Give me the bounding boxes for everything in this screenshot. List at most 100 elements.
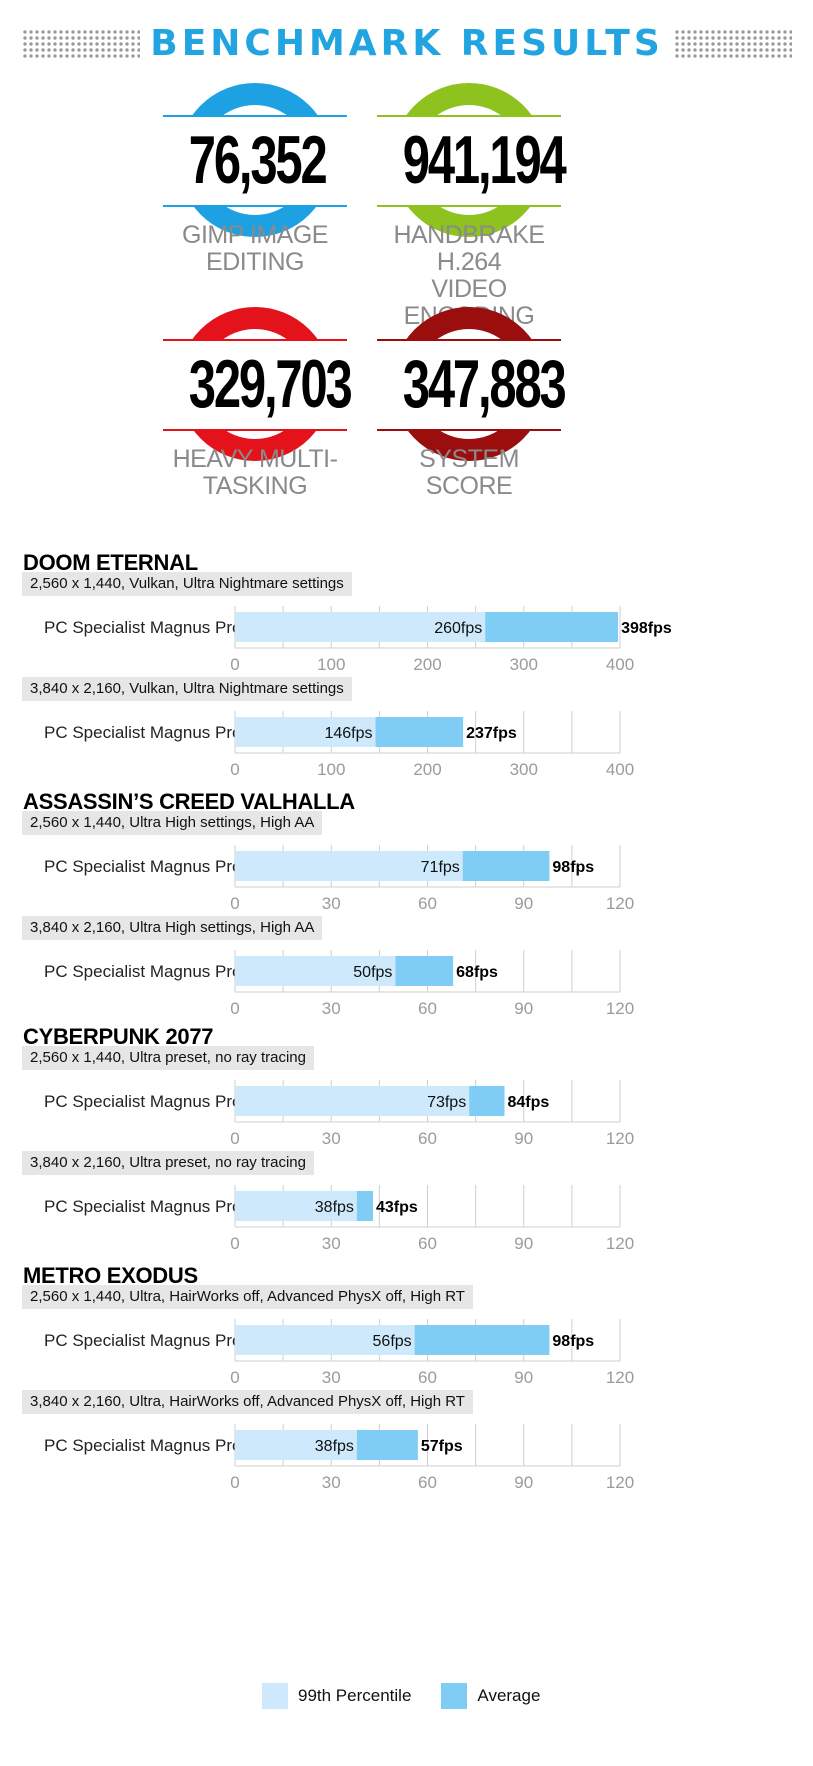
bar-chart: 56fps 98fps 0 30 60 90 120: [230, 1319, 634, 1387]
axis-tick-label: 200: [413, 760, 441, 779]
data-label-percentile: 38fps: [315, 1438, 354, 1455]
score-ring-band: [377, 116, 561, 206]
axis-tick-label: 300: [510, 655, 538, 674]
axis-tick-label: 0: [230, 1473, 239, 1492]
test-condition: 2,560 x 1,440, Ultra preset, no ray trac…: [22, 1046, 314, 1070]
bar-chart: 38fps 43fps 0 30 60 90 120: [230, 1185, 634, 1253]
axis-tick-label: 60: [418, 1473, 437, 1492]
score-label: HEAVY MULTI- TASKING: [163, 446, 347, 500]
test-condition: 3,840 x 2,160, Vulkan, Ultra Nightmare s…: [22, 677, 352, 701]
bar-percentile: [235, 851, 463, 881]
score-ring-graphic: [163, 307, 347, 461]
score-ring-graphic: [377, 83, 561, 237]
legend-swatch-average: [441, 1683, 468, 1709]
axis-tick-label: 400: [606, 760, 634, 779]
data-label-percentile: 38fps: [315, 1199, 354, 1216]
bar-percentile: [235, 956, 396, 986]
score-value: 76,352: [188, 122, 328, 198]
game-title: ASSASSIN’S CREED VALHALLA: [23, 789, 355, 814]
bar-percentile: [235, 1086, 470, 1116]
data-label-percentile: 73fps: [427, 1094, 466, 1111]
score-value: 329,703: [188, 346, 353, 422]
bar-percentile: [235, 612, 486, 642]
score-ring: [163, 304, 373, 464]
score-ring-band: [163, 116, 347, 206]
axis-tick-label: 300: [510, 760, 538, 779]
score-card: 329,703 HEAVY MULTI- TASKING: [163, 304, 373, 534]
header-dots-left: [22, 29, 141, 59]
score-label-line: SCORE: [425, 472, 513, 500]
axis-tick-label: 400: [606, 655, 634, 674]
axis-tick-label: 90: [514, 894, 533, 913]
score-ring-graphic: [377, 307, 561, 461]
bar-chart: 260fps 398fps 0 100 200 300 400: [230, 606, 672, 674]
axis-tick-label: 0: [230, 894, 239, 913]
bar-chart: 71fps 98fps 0 30 60 90 120: [230, 845, 634, 913]
axis-tick-label: 0: [230, 999, 239, 1018]
data-label-average: 84fps: [508, 1094, 550, 1111]
data-label-average: 398fps: [621, 620, 672, 637]
score-ring-band: [163, 340, 347, 430]
page-header: BENCHMARK RESULTS: [22, 22, 793, 66]
score-card: 941,194 HANDBRAKE H.264 VIDEO ENCODING: [377, 80, 587, 330]
bar-category-label: PC Specialist Magnus Pro: [44, 1092, 242, 1111]
header-dots-right: [673, 29, 793, 59]
bar-percentile: [235, 717, 376, 747]
axis-tick-label: 120: [606, 894, 634, 913]
bar-percentile: [235, 1430, 357, 1460]
legend-item-percentile: 99th Percentile: [262, 1683, 411, 1709]
axis-tick-label: 60: [418, 999, 437, 1018]
axis-tick-label: 100: [317, 760, 345, 779]
axis-tick-label: 30: [322, 1368, 341, 1387]
score-ring: [163, 80, 373, 240]
test-condition: 2,560 x 1,440, Vulkan, Ultra Nightmare s…: [22, 572, 352, 596]
bar-percentile: [235, 1325, 415, 1355]
legend-swatch-percentile: [262, 1683, 288, 1709]
data-label-average: 43fps: [376, 1199, 418, 1216]
score-value: 347,883: [402, 346, 567, 422]
axis-tick-label: 90: [514, 1368, 533, 1387]
data-label-average: 237fps: [466, 725, 517, 742]
legend-label-average: Average: [477, 1686, 541, 1705]
axis-tick-label: 200: [413, 655, 441, 674]
page-title: BENCHMARK RESULTS: [150, 23, 664, 64]
test-condition: 3,840 x 2,160, Ultra preset, no ray trac…: [22, 1151, 314, 1175]
test-condition: 2,560 x 1,440, Ultra, HairWorks off, Adv…: [22, 1285, 473, 1309]
score-label-line: HEAVY MULTI-: [172, 445, 338, 473]
bar-category-label: PC Specialist Magnus Pro: [44, 1436, 242, 1455]
axis-tick-label: 60: [418, 894, 437, 913]
score-label-line: HANDBRAKE H.264: [393, 221, 545, 276]
data-label-average: 98fps: [552, 859, 594, 876]
game-title: DOOM ETERNAL: [23, 550, 198, 575]
score-ring-graphic: [163, 83, 347, 237]
axis-tick-label: 90: [514, 1473, 533, 1492]
score-ring-band: [377, 340, 561, 430]
game-title: METRO EXODUS: [23, 1263, 198, 1288]
axis-tick-label: 0: [230, 655, 239, 674]
bar-chart: 50fps 68fps 0 30 60 90 120: [230, 950, 634, 1018]
axis-tick-label: 120: [606, 1129, 634, 1148]
data-label-percentile: 71fps: [421, 859, 460, 876]
legend-item-average: Average: [441, 1683, 540, 1709]
score-label-line: GIMP IMAGE: [182, 221, 328, 249]
game-title: CYBERPUNK 2077: [23, 1024, 214, 1049]
score-ring: [377, 80, 587, 240]
score-label-line: EDITING: [206, 248, 304, 276]
data-label-average: 57fps: [421, 1438, 463, 1455]
test-condition: 3,840 x 2,160, Ultra, HairWorks off, Adv…: [22, 1390, 473, 1414]
bar-category-label: PC Specialist Magnus Pro: [44, 857, 242, 876]
bar-chart: 73fps 84fps 0 30 60 90 120: [230, 1080, 634, 1148]
bar-chart: 38fps 57fps 0 30 60 90 120: [230, 1424, 634, 1492]
score-label: SYSTEM SCORE: [377, 446, 561, 500]
axis-tick-label: 0: [230, 1368, 239, 1387]
axis-tick-label: 120: [606, 999, 634, 1018]
test-condition: 2,560 x 1,440, Ultra High settings, High…: [22, 811, 323, 835]
bar-chart: 146fps 237fps 0 100 200 300 400: [230, 711, 634, 779]
bar-category-label: PC Specialist Magnus Pro: [44, 723, 242, 742]
axis-tick-label: 30: [322, 1129, 341, 1148]
bar-percentile: [235, 1191, 357, 1221]
axis-tick-label: 0: [230, 1234, 239, 1253]
axis-tick-label: 90: [514, 1129, 533, 1148]
axis-tick-label: 90: [514, 1234, 533, 1253]
axis-tick-label: 30: [322, 894, 341, 913]
